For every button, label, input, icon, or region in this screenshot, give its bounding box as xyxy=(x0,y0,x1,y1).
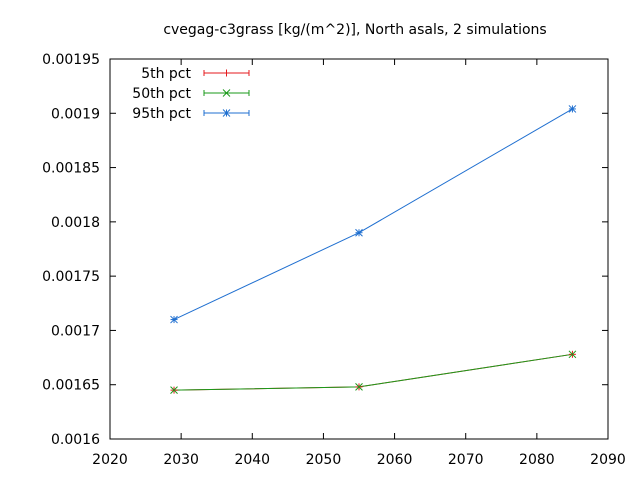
series-2-point-stroke xyxy=(568,350,577,359)
series-line-3 xyxy=(173,108,573,321)
legend-marker-stroke xyxy=(222,89,231,97)
series-2-point-stroke xyxy=(170,386,178,394)
legend-marker xyxy=(223,69,230,77)
series-2-point-stroke xyxy=(355,383,363,391)
series-lines xyxy=(173,108,573,391)
y-tick-label: 0.00165 xyxy=(42,378,100,394)
x-tick-label: 2040 xyxy=(234,452,270,468)
chart-title: cvegag-c3grass [kg/(m^2)], North asals, … xyxy=(163,22,546,38)
series-markers xyxy=(170,105,577,394)
series-3-point xyxy=(170,315,178,324)
x-tick-label: 2050 xyxy=(306,452,342,468)
legend-label: 50th pct xyxy=(132,86,191,102)
plot-area-frame xyxy=(109,58,609,440)
series-2-point xyxy=(355,383,363,391)
legend-label: 95th pct xyxy=(132,106,191,122)
axis-ticks: 2020 2030 2040 2050 2060 2070 2080 2090 0.0016 0.… xyxy=(42,52,626,468)
x-tick-label: 2030 xyxy=(163,452,199,468)
x-tick-label: 2060 xyxy=(377,452,413,468)
y-tick-label: 0.00195 xyxy=(42,52,100,68)
series-3-point-stroke xyxy=(355,228,363,237)
y-tick-label: 0.0018 xyxy=(51,215,100,231)
series-3-point-stroke xyxy=(170,315,178,324)
x-tick-label: 2080 xyxy=(519,452,555,468)
series-2-point xyxy=(170,386,178,394)
y-tick-label: 0.00175 xyxy=(42,269,100,285)
series-3-point xyxy=(355,228,363,237)
legend-marker-stroke xyxy=(222,109,231,117)
y-tick-label: 0.0019 xyxy=(51,106,100,122)
x-tick-label: 2020 xyxy=(92,452,128,468)
series-3-point-stroke xyxy=(568,105,577,113)
x-tick-label: 2070 xyxy=(448,452,484,468)
series-2-point xyxy=(568,350,577,359)
series-line-2 xyxy=(174,353,573,391)
legend-marker xyxy=(222,109,231,117)
legend-label: 5th pct xyxy=(141,66,191,82)
y-tick-label: 0.00185 xyxy=(42,161,100,177)
legend-marker xyxy=(222,89,231,97)
y-tick-label: 0.0016 xyxy=(51,432,100,448)
y-tick-label: 0.0017 xyxy=(51,323,100,339)
legend: 5th pct 50th pct 95th pct xyxy=(132,66,250,122)
series-3-point xyxy=(568,105,577,113)
x-tick-label: 2090 xyxy=(590,452,626,468)
